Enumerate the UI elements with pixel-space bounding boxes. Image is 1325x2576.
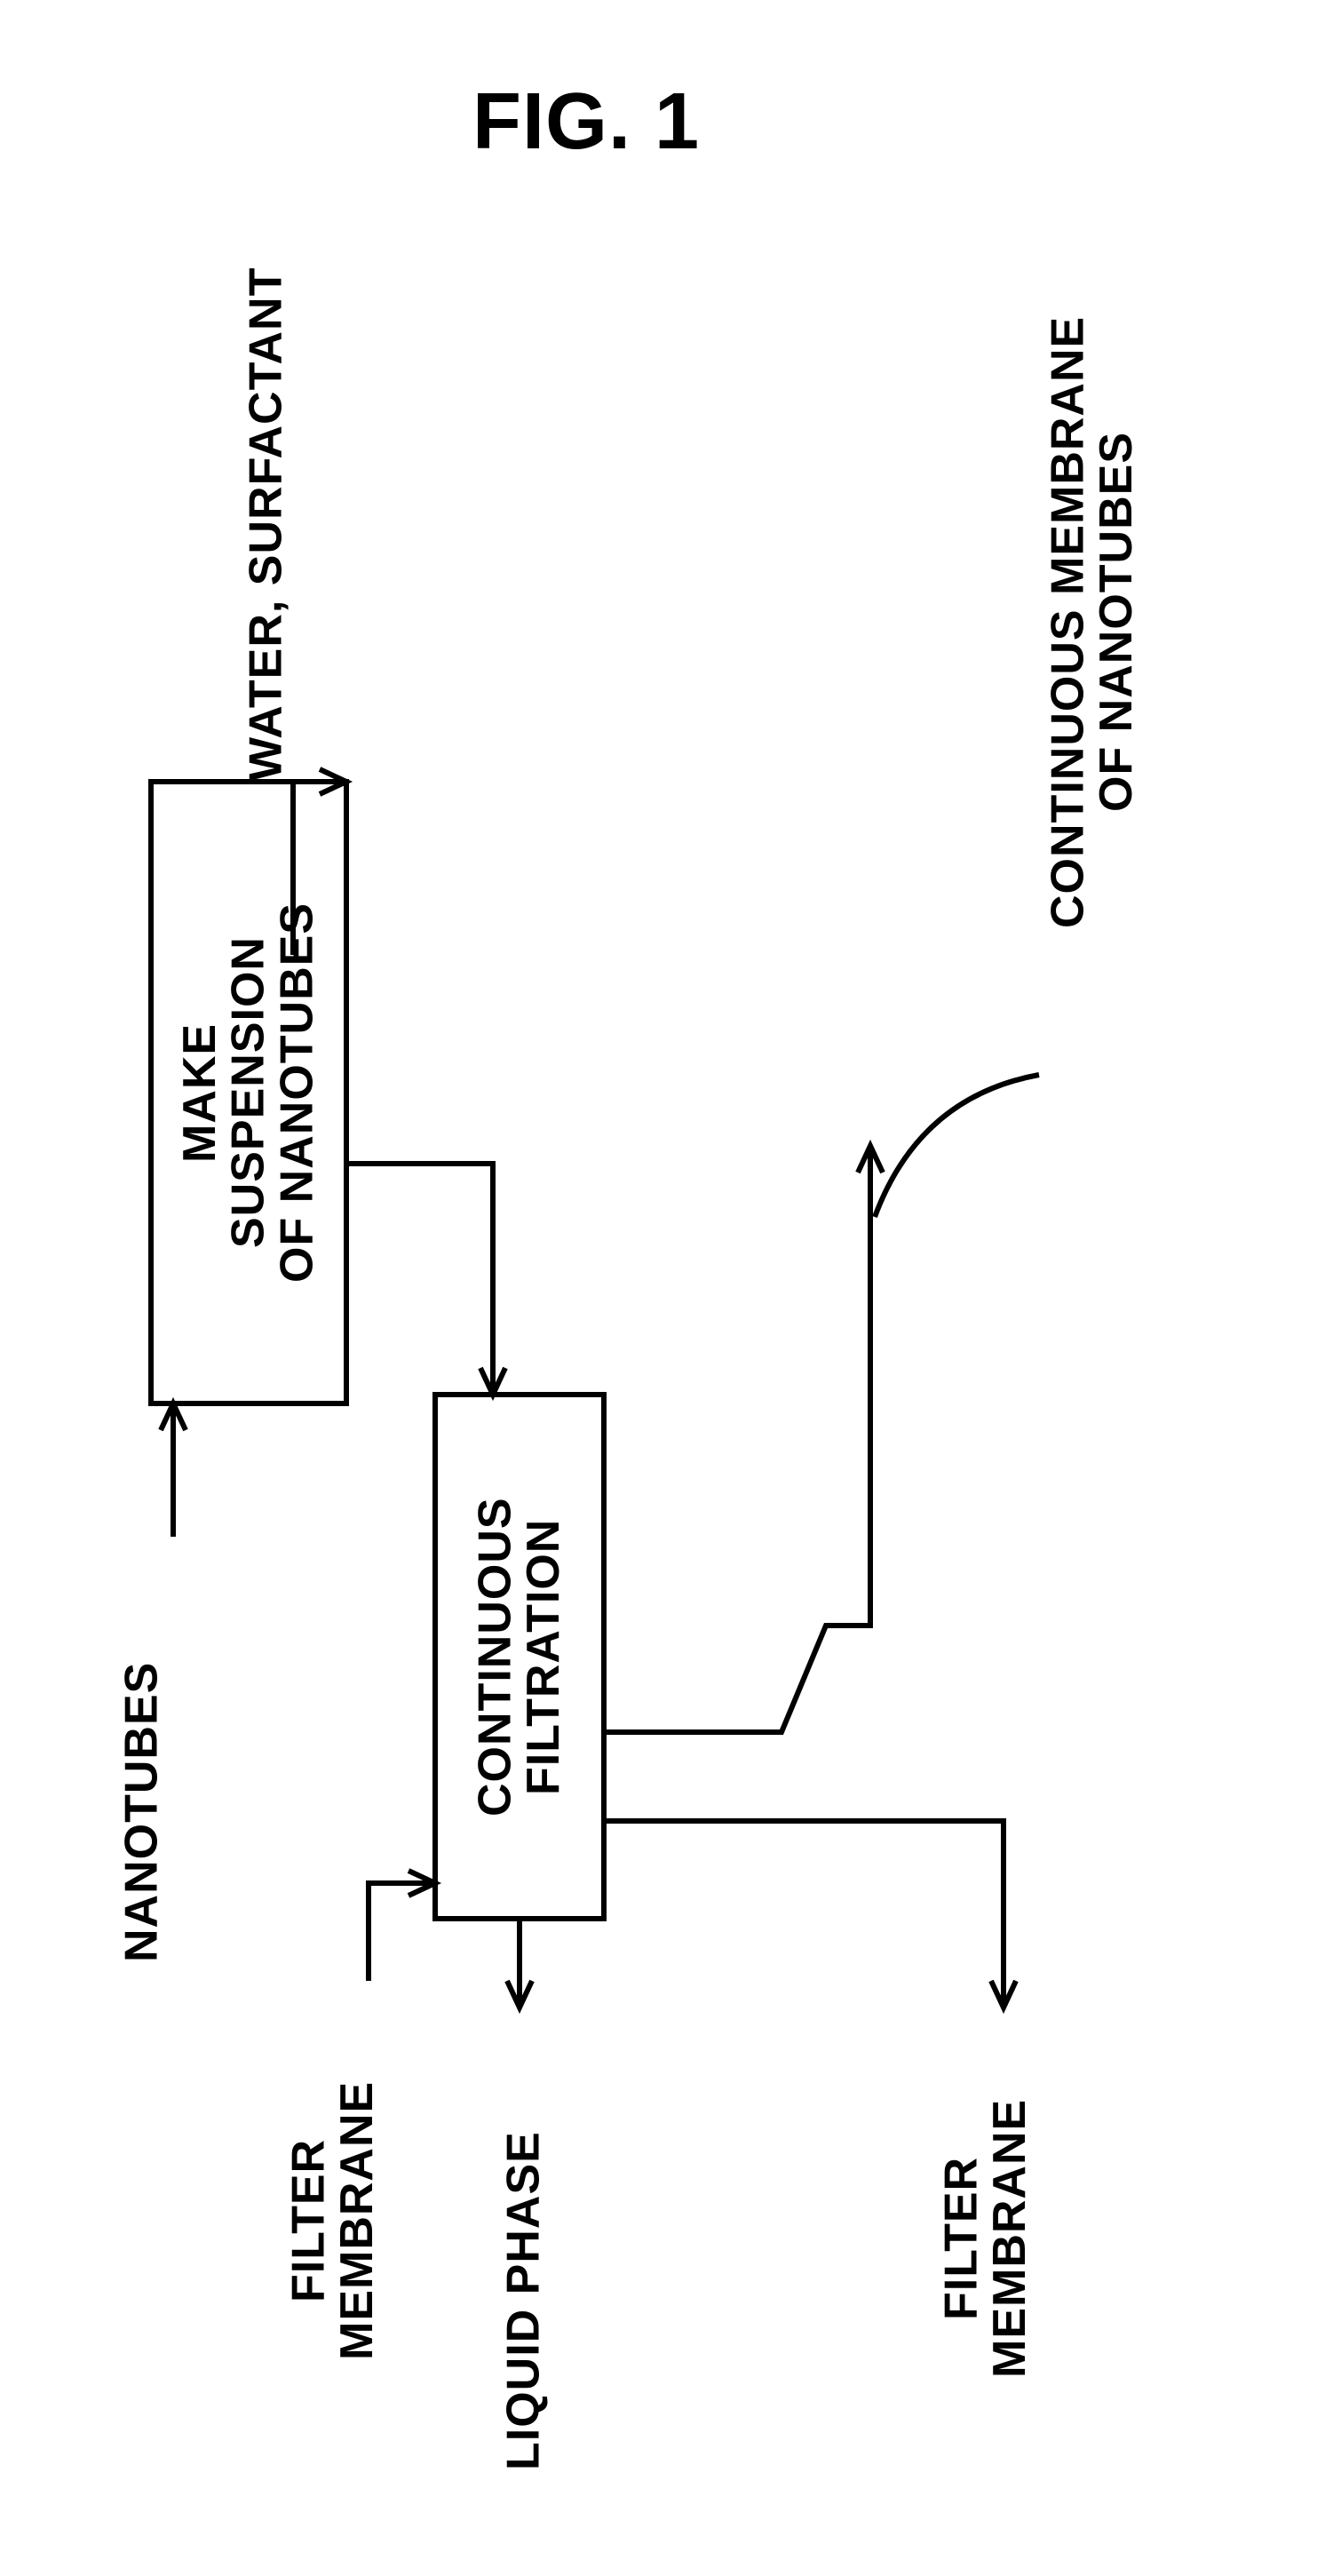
box-suspension bbox=[151, 782, 346, 1403]
water-to-box bbox=[293, 782, 346, 955]
box-filtration bbox=[435, 1395, 604, 1919]
filter-membrane-out bbox=[604, 1821, 1004, 2008]
suspension-to-filtration bbox=[346, 1164, 493, 1395]
continuous-membrane-out bbox=[604, 1146, 870, 1732]
filter-in-to-filtration bbox=[369, 1883, 435, 1981]
diagram-svg bbox=[0, 0, 1325, 2301]
label-connector-curve bbox=[875, 1075, 1039, 1217]
